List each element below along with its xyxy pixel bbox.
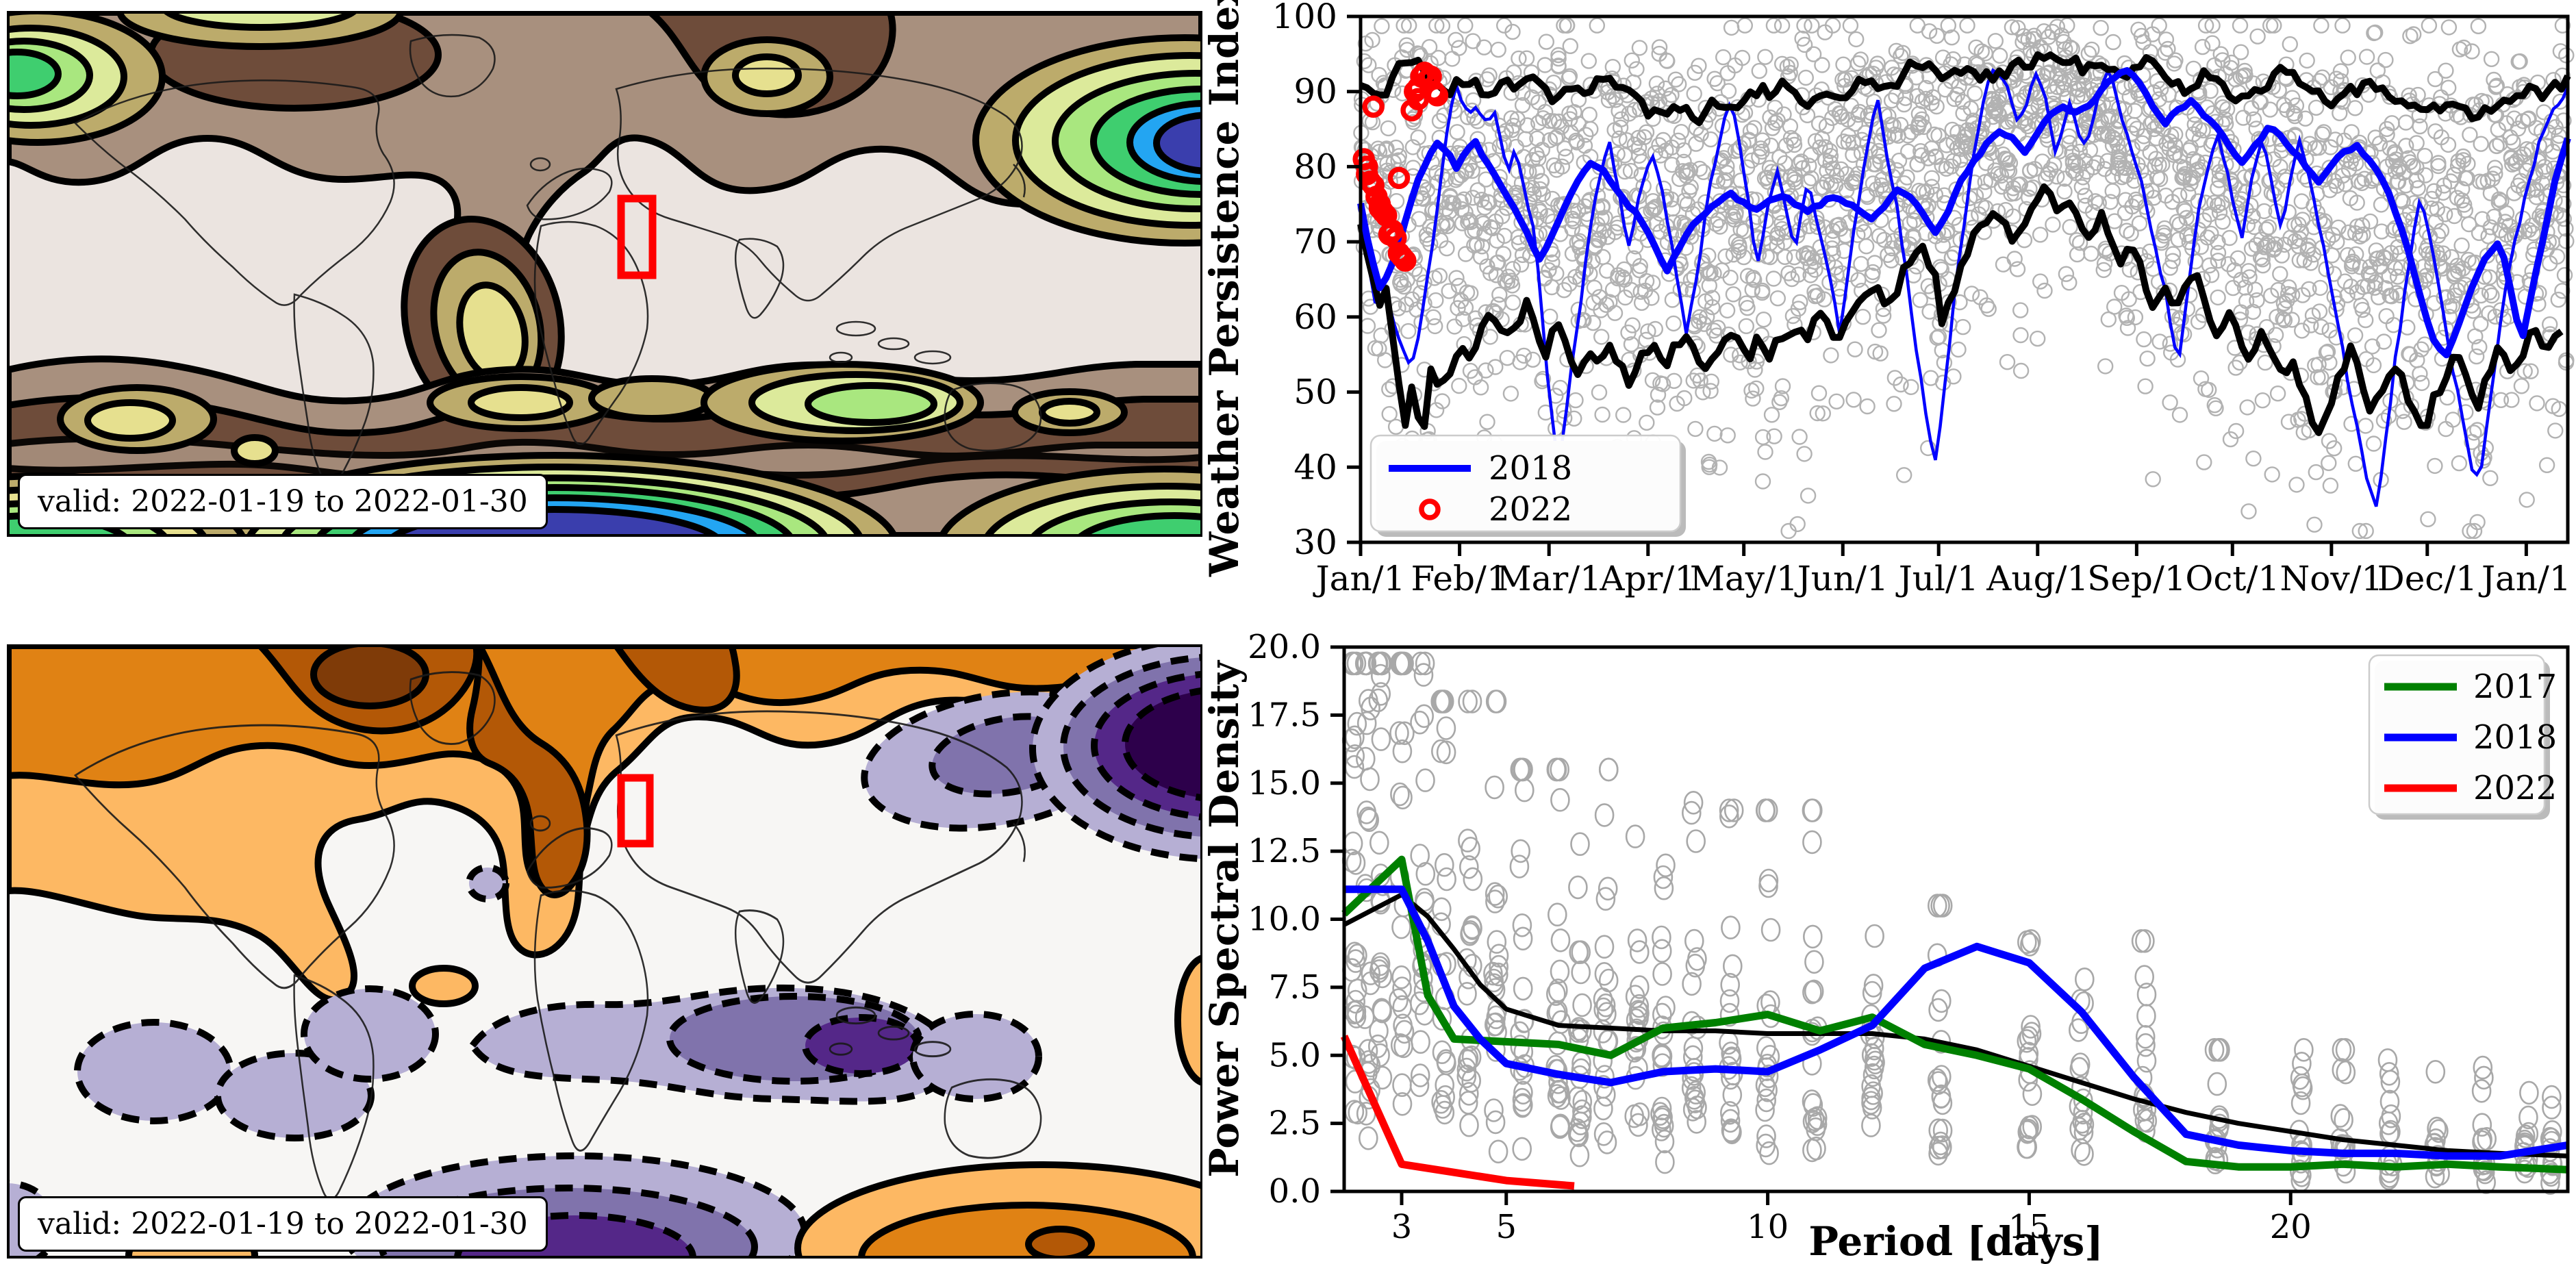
valid-label-bottom: valid: 2022-01-19 to 2022-01-30 — [18, 1196, 548, 1252]
svg-text:2018: 2018 — [1489, 449, 1572, 488]
svg-text:12.5: 12.5 — [1248, 832, 1321, 870]
psd-2022-line — [1340, 1035, 1575, 1190]
svg-text:100: 100 — [1272, 0, 1337, 36]
svg-text:Dec/1: Dec/1 — [2377, 559, 2477, 598]
valid-label-top-text: valid: 2022-01-19 to 2022-01-30 — [38, 484, 528, 519]
svg-text:2018: 2018 — [2473, 718, 2557, 757]
valid-label-bottom-text: valid: 2022-01-19 to 2022-01-30 — [38, 1206, 528, 1241]
svg-text:Aug/1: Aug/1 — [1986, 559, 2088, 598]
svg-text:Apr/1: Apr/1 — [1599, 559, 1696, 598]
svg-text:10: 10 — [1747, 1208, 1789, 1246]
svg-text:15.0: 15.0 — [1248, 764, 1321, 802]
svg-text:2017: 2017 — [2473, 668, 2557, 706]
psd-xlabel: Period [days] — [1808, 1218, 2103, 1264]
svg-text:10.0: 10.0 — [1248, 900, 1321, 939]
wpi-ticks — [1347, 14, 2528, 556]
svg-text:20.0: 20.0 — [1248, 628, 1321, 666]
wpi-lower-envelope-line — [1357, 183, 2564, 436]
map-bottom-border — [7, 644, 1202, 1259]
svg-text:30: 30 — [1293, 522, 1337, 562]
svg-text:5: 5 — [1495, 1208, 1517, 1246]
wpi-upper-envelope-line — [1359, 51, 2571, 127]
svg-text:0.0: 0.0 — [1269, 1172, 1321, 1211]
svg-text:15: 15 — [2008, 1208, 2050, 1246]
psd-mean-line — [1343, 892, 2568, 1159]
svg-text:5.0: 5.0 — [1269, 1036, 1321, 1074]
svg-text:2022: 2022 — [2473, 769, 2557, 807]
valid-label-top: valid: 2022-01-19 to 2022-01-30 — [18, 474, 548, 529]
psd-chart-svg: 0.0 2.5 5.0 7.5 10.0 12.5 15.0 17.5 20.0 3 5 10 15 20… — [1202, 628, 2570, 1264]
svg-text:7.5: 7.5 — [1269, 968, 1321, 1007]
svg-text:Jan/1: Jan/1 — [1313, 559, 1406, 598]
psd-2018-line — [1344, 885, 2568, 1160]
psd-2017-line — [1341, 855, 2568, 1174]
wpi-2018-smoothed-line — [1357, 67, 2571, 359]
psd-chart-panel: 0.0 2.5 5.0 7.5 10.0 12.5 15.0 17.5 20.0 3 5 10 15 20… — [1202, 620, 2576, 1264]
svg-text:May/1: May/1 — [1690, 559, 1798, 598]
svg-text:17.5: 17.5 — [1248, 696, 1321, 734]
psd-tick-labels: 0.0 2.5 5.0 7.5 10.0 12.5 15.0 17.5 20.0 3 5 10 15 20 — [1248, 628, 2312, 1246]
svg-text:Nov/1: Nov/1 — [2280, 559, 2383, 598]
svg-text:Oct/1: Oct/1 — [2185, 559, 2280, 598]
svg-text:2022: 2022 — [1489, 490, 1572, 529]
svg-text:3: 3 — [1391, 1208, 1413, 1246]
map-bottom-svg — [7, 644, 1202, 1259]
region-box-europe-2 — [617, 774, 654, 848]
svg-text:80: 80 — [1293, 147, 1337, 186]
svg-text:Mar/1: Mar/1 — [1496, 559, 1602, 598]
svg-text:Feb/1: Feb/1 — [1411, 559, 1508, 598]
svg-text:2.5: 2.5 — [1269, 1104, 1321, 1143]
psd-ylabel: Power Spectral Density — [1202, 659, 1248, 1178]
svg-text:60: 60 — [1293, 297, 1337, 337]
wpi-chart-panel: 30 40 50 60 70 80 90 100 Jan/1 Feb/1 Mar/1 Apr/1 May… — [1202, 0, 2576, 620]
svg-text:90: 90 — [1293, 72, 1337, 112]
svg-text:70: 70 — [1293, 222, 1337, 262]
map-bottom-contours — [8, 646, 1202, 1257]
svg-text:40: 40 — [1293, 447, 1337, 487]
psd-ticks — [1330, 645, 2293, 1205]
wpi-plot-border — [1359, 14, 2570, 544]
svg-text:Sep/1: Sep/1 — [2087, 559, 2186, 598]
wpi-ylabel: Weather Persistence Index — [1202, 0, 1248, 577]
svg-text:20: 20 — [2270, 1208, 2312, 1246]
svg-text:50: 50 — [1293, 372, 1337, 412]
map-panel-top: valid: 2022-01-19 to 2022-01-30 — [0, 0, 1202, 620]
svg-text:Jul/1: Jul/1 — [1895, 559, 1979, 598]
svg-text:Jan/1: Jan/1 — [2478, 559, 2571, 598]
map-panel-bottom: valid: 2022-01-19 to 2022-01-30 — [0, 620, 1202, 1264]
svg-text:Jun/1: Jun/1 — [1794, 559, 1889, 598]
psd-legend: 2017 2018 2022 — [2368, 654, 2557, 820]
region-box-europe — [617, 194, 657, 279]
map-top-border — [7, 11, 1202, 537]
